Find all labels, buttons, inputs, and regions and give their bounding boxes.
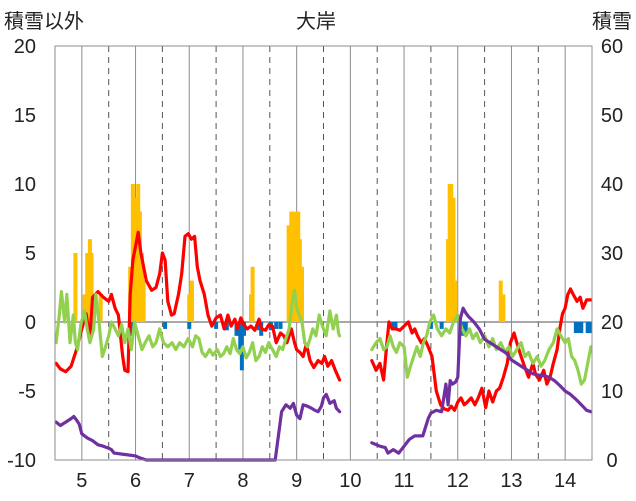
bar xyxy=(573,322,578,334)
bar xyxy=(292,225,297,322)
bar xyxy=(189,280,194,322)
bar xyxy=(300,266,305,322)
right-tick-label: 20 xyxy=(601,312,623,334)
bar xyxy=(393,322,398,331)
bar xyxy=(214,322,219,329)
bar xyxy=(451,197,456,322)
bar xyxy=(498,280,503,322)
bar xyxy=(501,294,506,322)
bar xyxy=(579,322,584,334)
series-line xyxy=(54,288,342,363)
bar xyxy=(576,322,581,334)
line-series xyxy=(54,230,593,462)
x-tick-label: 12 xyxy=(447,470,469,492)
bar xyxy=(242,322,247,336)
series-line xyxy=(370,287,593,412)
left-tick-label: 15 xyxy=(14,105,36,127)
bar xyxy=(453,280,458,322)
left-tick-label: -10 xyxy=(7,450,36,472)
bar xyxy=(587,322,592,334)
bar xyxy=(89,253,94,322)
x-tick-label: 5 xyxy=(76,470,87,492)
series-line xyxy=(370,306,593,455)
bar xyxy=(187,322,192,329)
x-tick-label: 10 xyxy=(339,470,361,492)
bar xyxy=(297,239,302,322)
right-tick-labels: 0 10 20 30 40 50 60 xyxy=(601,36,623,472)
series-line xyxy=(370,313,593,386)
bar xyxy=(257,322,262,331)
bar xyxy=(73,253,78,322)
bar xyxy=(141,280,146,322)
x-tick-label: 8 xyxy=(237,470,248,492)
bar xyxy=(449,184,454,322)
bar xyxy=(286,225,291,322)
plot-frame xyxy=(54,45,593,461)
bar xyxy=(137,211,142,322)
left-tick-labels: -10 -5 0 5 10 15 20 xyxy=(7,36,36,472)
chart-title: 大岸 xyxy=(296,10,336,33)
bar xyxy=(163,322,168,329)
x-tick-label: 14 xyxy=(554,470,576,492)
x-tick-label: 13 xyxy=(500,470,522,492)
left-tick-label: 20 xyxy=(14,36,36,58)
x-tick-label: 7 xyxy=(184,470,195,492)
bar xyxy=(428,322,433,329)
series-line xyxy=(54,230,342,382)
bar xyxy=(129,322,134,336)
x-tick-label: 6 xyxy=(130,470,141,492)
bar xyxy=(250,266,255,322)
right-tick-label: 60 xyxy=(601,36,623,58)
right-tick-label: 30 xyxy=(601,243,623,265)
bar xyxy=(224,322,229,331)
bar xyxy=(463,322,468,334)
bar xyxy=(85,253,90,322)
right-tick-label: 0 xyxy=(606,450,617,472)
bar xyxy=(82,294,87,322)
bar xyxy=(391,322,396,331)
bar xyxy=(187,294,192,322)
bar xyxy=(278,322,283,329)
bar xyxy=(585,322,590,334)
left-tick-label: 10 xyxy=(14,174,36,196)
left-tick-label: -5 xyxy=(18,381,36,403)
right-tick-label: 40 xyxy=(601,174,623,196)
bar xyxy=(98,294,103,322)
right-tick-label: 10 xyxy=(601,381,623,403)
bar-series xyxy=(73,184,592,371)
x-tick-labels: 5 6 7 8 9 10 11 12 13 14 xyxy=(76,470,576,492)
bar xyxy=(274,322,279,329)
bar xyxy=(439,322,444,329)
left-axis-title: 積雪以外 xyxy=(4,10,84,33)
right-tick-label: 50 xyxy=(601,105,623,127)
left-tick-label: 5 xyxy=(25,243,36,265)
gridlines xyxy=(55,46,592,460)
x-tick-label: 9 xyxy=(291,470,302,492)
left-tick-label: 0 xyxy=(25,312,36,334)
right-axis-title: 積雪 xyxy=(592,10,632,33)
x-tick-label: 11 xyxy=(394,470,415,492)
